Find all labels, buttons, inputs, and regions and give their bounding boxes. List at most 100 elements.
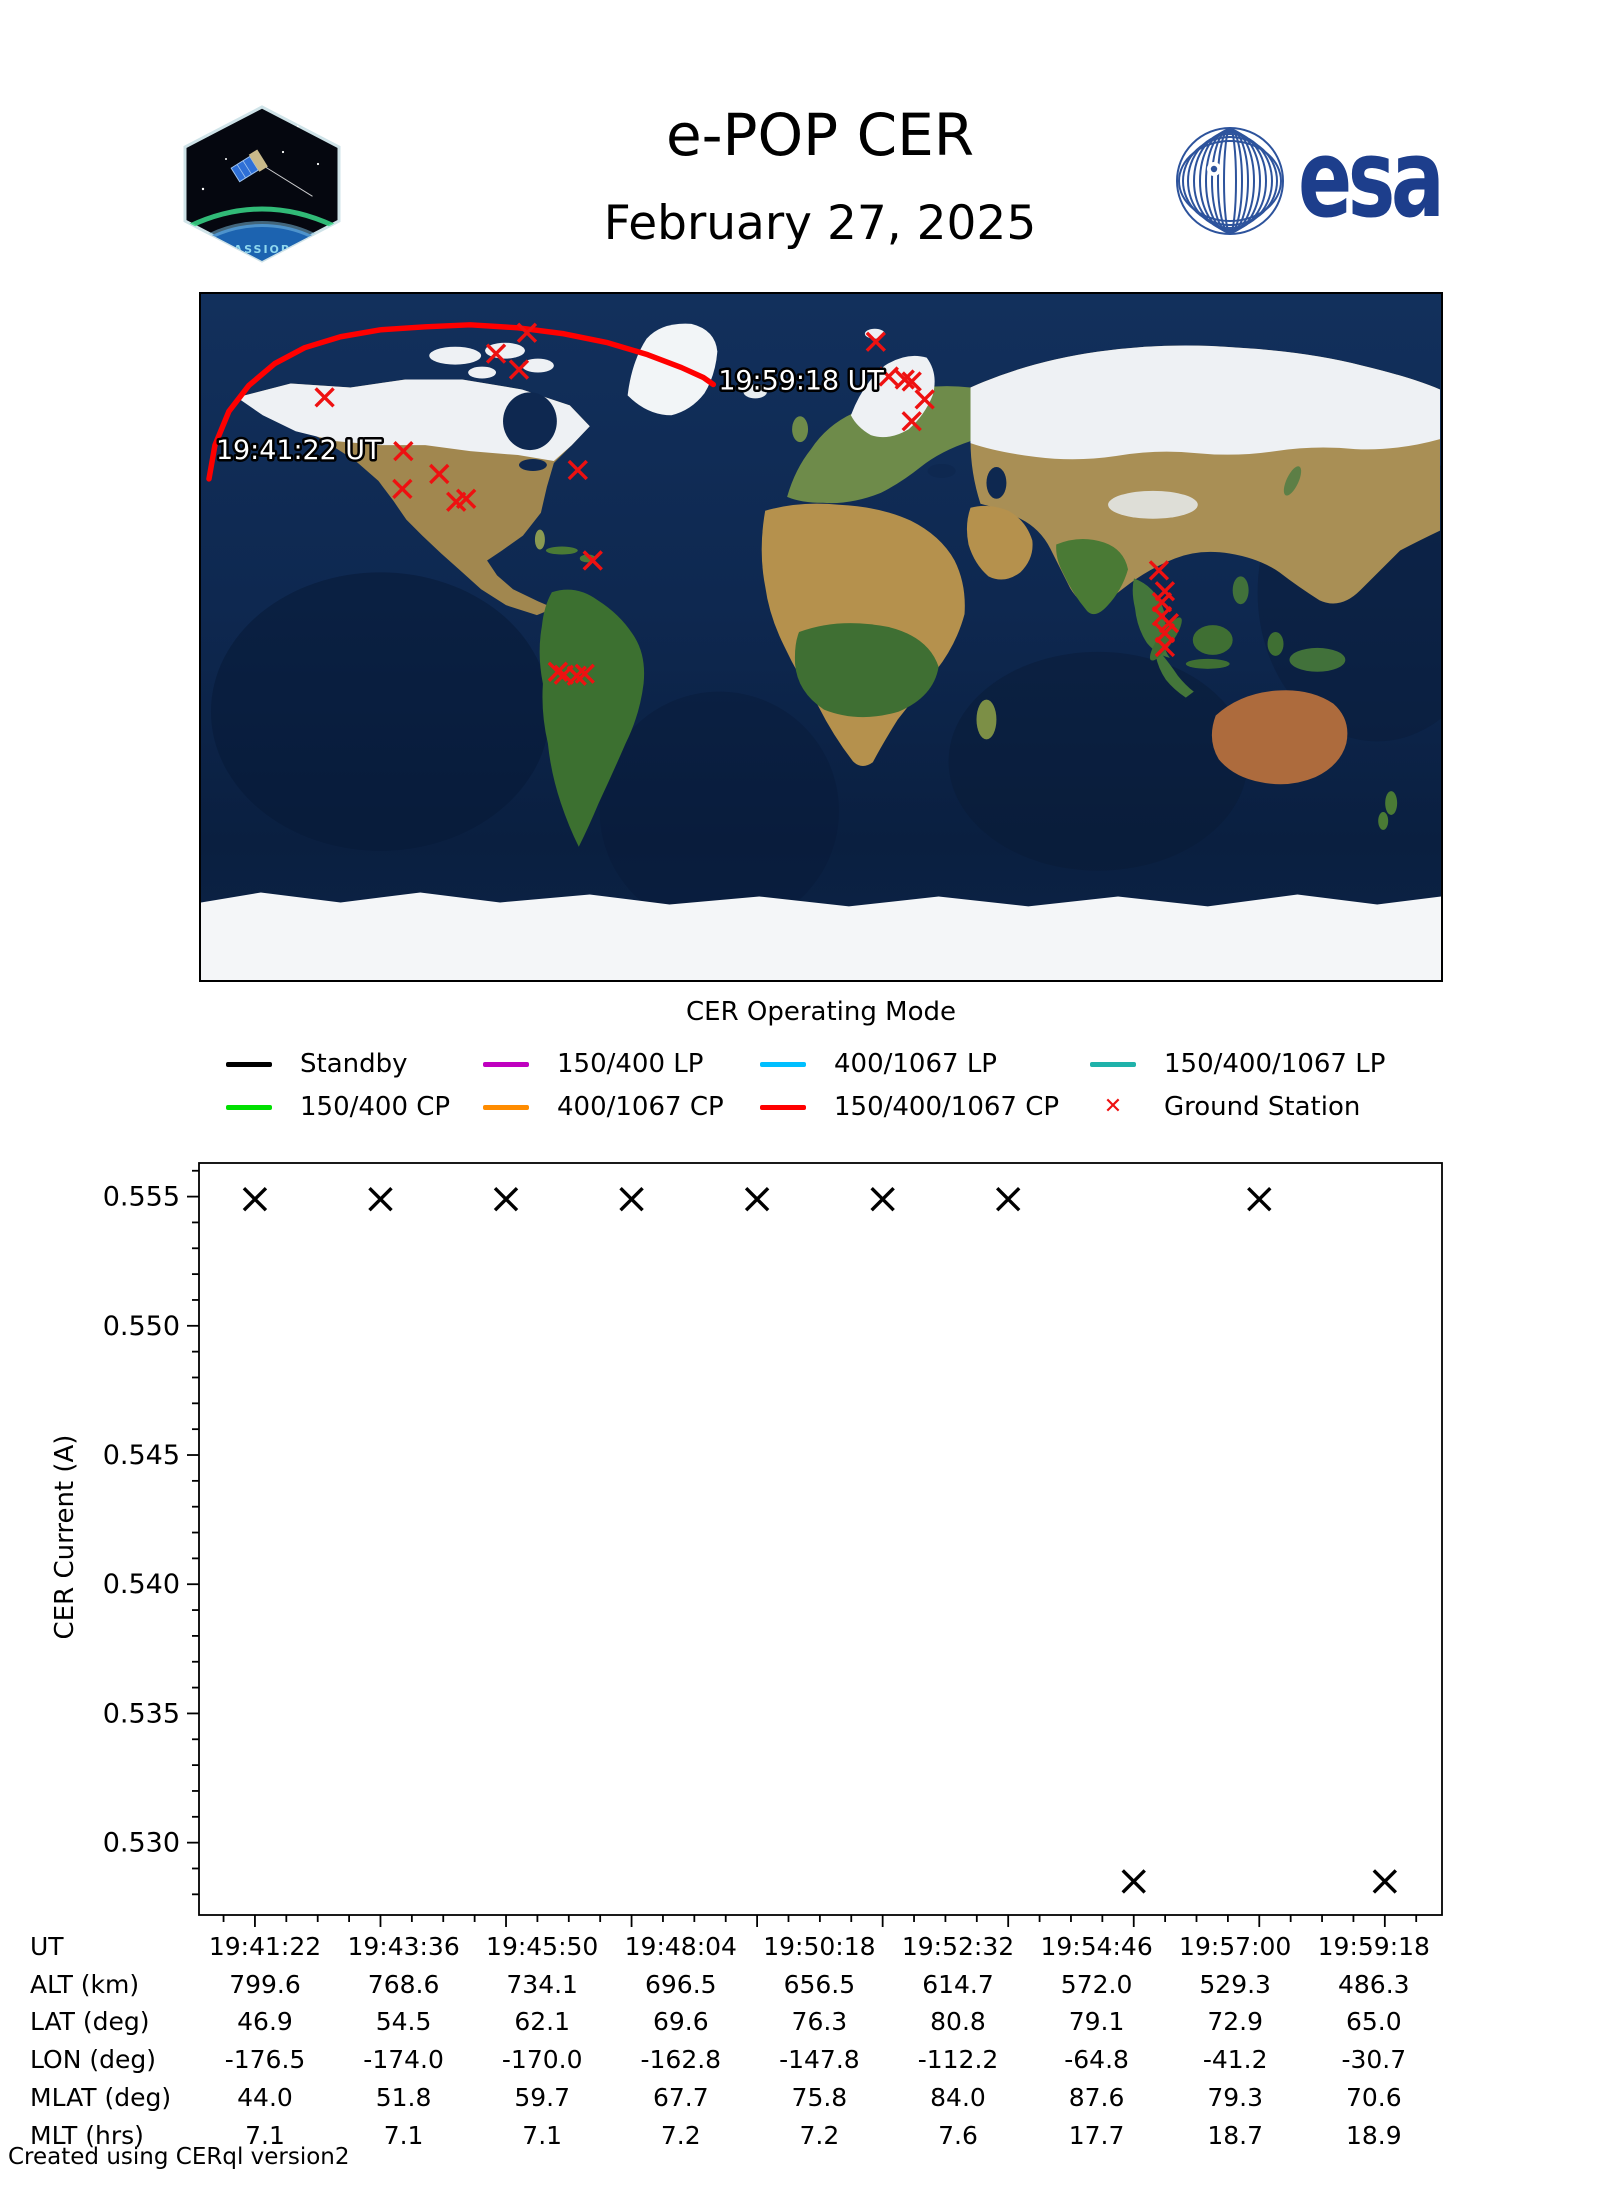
table-cell: 19:43:36 <box>347 1932 460 1961</box>
patch-satellite <box>230 149 313 197</box>
ground-station-marker <box>393 440 414 462</box>
legend-title: CER Operating Mode <box>685 997 956 1027</box>
legend-item: ✕ Ground Station <box>1090 1091 1361 1123</box>
table-cell: 19:54:46 <box>1040 1932 1153 1961</box>
table-cell: 62.1 <box>514 2007 571 2037</box>
table-row-label: MLT (hrs) <box>30 2120 144 2150</box>
table-row-label: MLAT (deg) <box>30 2082 172 2112</box>
ground-station-marker <box>914 389 935 410</box>
table-cell: 19:59:18 <box>1317 1932 1430 1961</box>
table-cell: 70.6 <box>1345 2082 1402 2112</box>
table-cell: 75.8 <box>791 2082 848 2112</box>
table-row: MLT (hrs) 7.1 7.1 7.1 7.2 7.2 7.6 17.7 18.7 18.9 <box>30 2117 1490 2154</box>
table-cell: 79.3 <box>1207 2082 1264 2112</box>
legend-item: 150/400 LP <box>483 1048 703 1080</box>
ground-station-marker <box>878 366 899 387</box>
table-cell: 67.7 <box>652 2082 709 2112</box>
legend-line-swatch <box>1090 1061 1136 1067</box>
data-point-marker <box>1121 1869 1146 1894</box>
world-map: 19:41:22 UT 19:59:18 UT <box>199 292 1443 982</box>
ground-station-marker <box>901 371 922 392</box>
y-tick-label: 0.550 <box>103 1311 180 1342</box>
legend-line-swatch <box>483 1061 529 1067</box>
table-cell: 7.1 <box>383 2120 424 2150</box>
table-cell: 80.8 <box>930 2007 986 2037</box>
ephemeris-table: UT 19:41:22 19:43:36 19:45:50 19:48:04 19:50:… <box>30 1928 1490 2156</box>
table-cell: -176.5 <box>224 2045 306 2075</box>
map-continents <box>201 323 1441 980</box>
satellite-track <box>206 322 717 482</box>
data-point-marker <box>242 1186 268 1212</box>
table-cell: 84.0 <box>930 2082 986 2112</box>
ground-station-marker <box>894 369 915 390</box>
table-cell: -64.8 <box>1064 2045 1129 2075</box>
table-cell: 69.6 <box>652 2007 709 2037</box>
table-cell: 7.1 <box>245 2120 285 2150</box>
header: CASSIOPE e-POP CER February 27, 2025 esa <box>0 0 1600 290</box>
legend-item: 150/400/1067 LP <box>1090 1048 1385 1080</box>
table-cell: 19:45:50 <box>486 1932 599 1961</box>
y-tick-label: 0.535 <box>103 1698 180 1729</box>
legend-row: 150/400 CP 400/1067 CP 150/400/1067 CP ✕ Gro… <box>0 1091 1600 1123</box>
data-point-marker <box>1247 1186 1272 1212</box>
table-cell: 7.2 <box>660 2120 701 2150</box>
esa-logo: esa <box>1176 117 1445 242</box>
y-tick-label: 0.540 <box>103 1569 180 1600</box>
table-cell: 65.0 <box>1345 2007 1402 2037</box>
ground-station-marker <box>455 488 477 509</box>
table-cell: -162.8 <box>640 2045 722 2075</box>
table-row-label: ALT (km) <box>30 1969 140 1999</box>
ground-station-marker <box>582 550 603 571</box>
track-start-label: 19:41:22 UT <box>216 435 382 466</box>
table-cell: -174.0 <box>363 2045 444 2075</box>
legend-label: 150/400/1067 LP <box>1164 1049 1386 1079</box>
table-row-label: UT <box>30 1932 64 1961</box>
ground-station-marker <box>485 343 507 364</box>
table-cell: 656.5 <box>783 1969 856 1999</box>
table-cell: -147.8 <box>779 2045 860 2075</box>
legend-label: 400/1067 LP <box>834 1049 997 1079</box>
table-row: MLAT (deg) 44.0 51.8 59.7 67.7 75.8 84.0 87.6 79… <box>30 2079 1490 2116</box>
legend-row: Standby 150/400 LP 400/1067 LP 150/400/1067… <box>0 1048 1600 1080</box>
table-cell: 768.6 <box>367 1969 440 1999</box>
legend-label: 400/1067 CP <box>557 1092 724 1122</box>
ground-station-marker <box>314 387 335 408</box>
ground-station-marker <box>429 463 450 485</box>
legend-label: Standby <box>300 1049 408 1079</box>
legend-label: 150/400 CP <box>300 1092 451 1122</box>
y-tick-label: 0.555 <box>103 1182 180 1213</box>
legend-item: 150/400 CP <box>226 1091 450 1123</box>
legend-item: 400/1067 CP <box>483 1091 724 1123</box>
table-cell: 79.1 <box>1068 2007 1125 2037</box>
table-cell: 7.6 <box>938 2120 978 2150</box>
table-cell: 696.5 <box>645 1969 717 1999</box>
table-cell: 76.3 <box>791 2007 848 2037</box>
table-cell: 59.7 <box>514 2082 571 2112</box>
table-cell: 19:50:18 <box>763 1932 876 1961</box>
table-row: UT 19:41:22 19:43:36 19:45:50 19:48:04 19:50:… <box>30 1928 1490 1965</box>
table-cell: 572.0 <box>1060 1969 1133 1999</box>
table-cell: 17.7 <box>1068 2120 1125 2150</box>
legend-item: 150/400/1067 CP <box>760 1091 1059 1123</box>
table-cell: 529.3 <box>1199 1969 1271 1999</box>
table-row: LAT (deg) 46.9 54.5 62.1 69.6 76.3 80.8 79.1 72.… <box>30 2003 1490 2040</box>
y-axis-label: CER Current (A) <box>50 1434 80 1640</box>
legend-item: Standby <box>226 1048 408 1080</box>
patch-aurora <box>188 206 336 229</box>
table-cell: 44.0 <box>237 2082 293 2112</box>
table-cell: 87.6 <box>1068 2082 1125 2112</box>
table-cell: -41.2 <box>1202 2045 1268 2075</box>
ground-station-marker <box>1148 560 1170 581</box>
ground-station-marker <box>516 322 538 343</box>
esa-logo-text: esa <box>1298 117 1440 242</box>
table-row-label: LON (deg) <box>30 2045 156 2075</box>
ground-station-marker <box>901 411 922 432</box>
page-title: e-POP CER <box>665 101 975 169</box>
table-cell: 72.9 <box>1207 2007 1264 2037</box>
y-tick-label: 0.545 <box>103 1440 180 1471</box>
data-point-marker <box>1372 1869 1398 1894</box>
table-cell: 18.7 <box>1207 2120 1264 2150</box>
y-tick-label: 0.530 <box>103 1828 180 1859</box>
table-cell: 51.8 <box>375 2082 432 2112</box>
table-cell: 734.1 <box>506 1969 578 1999</box>
